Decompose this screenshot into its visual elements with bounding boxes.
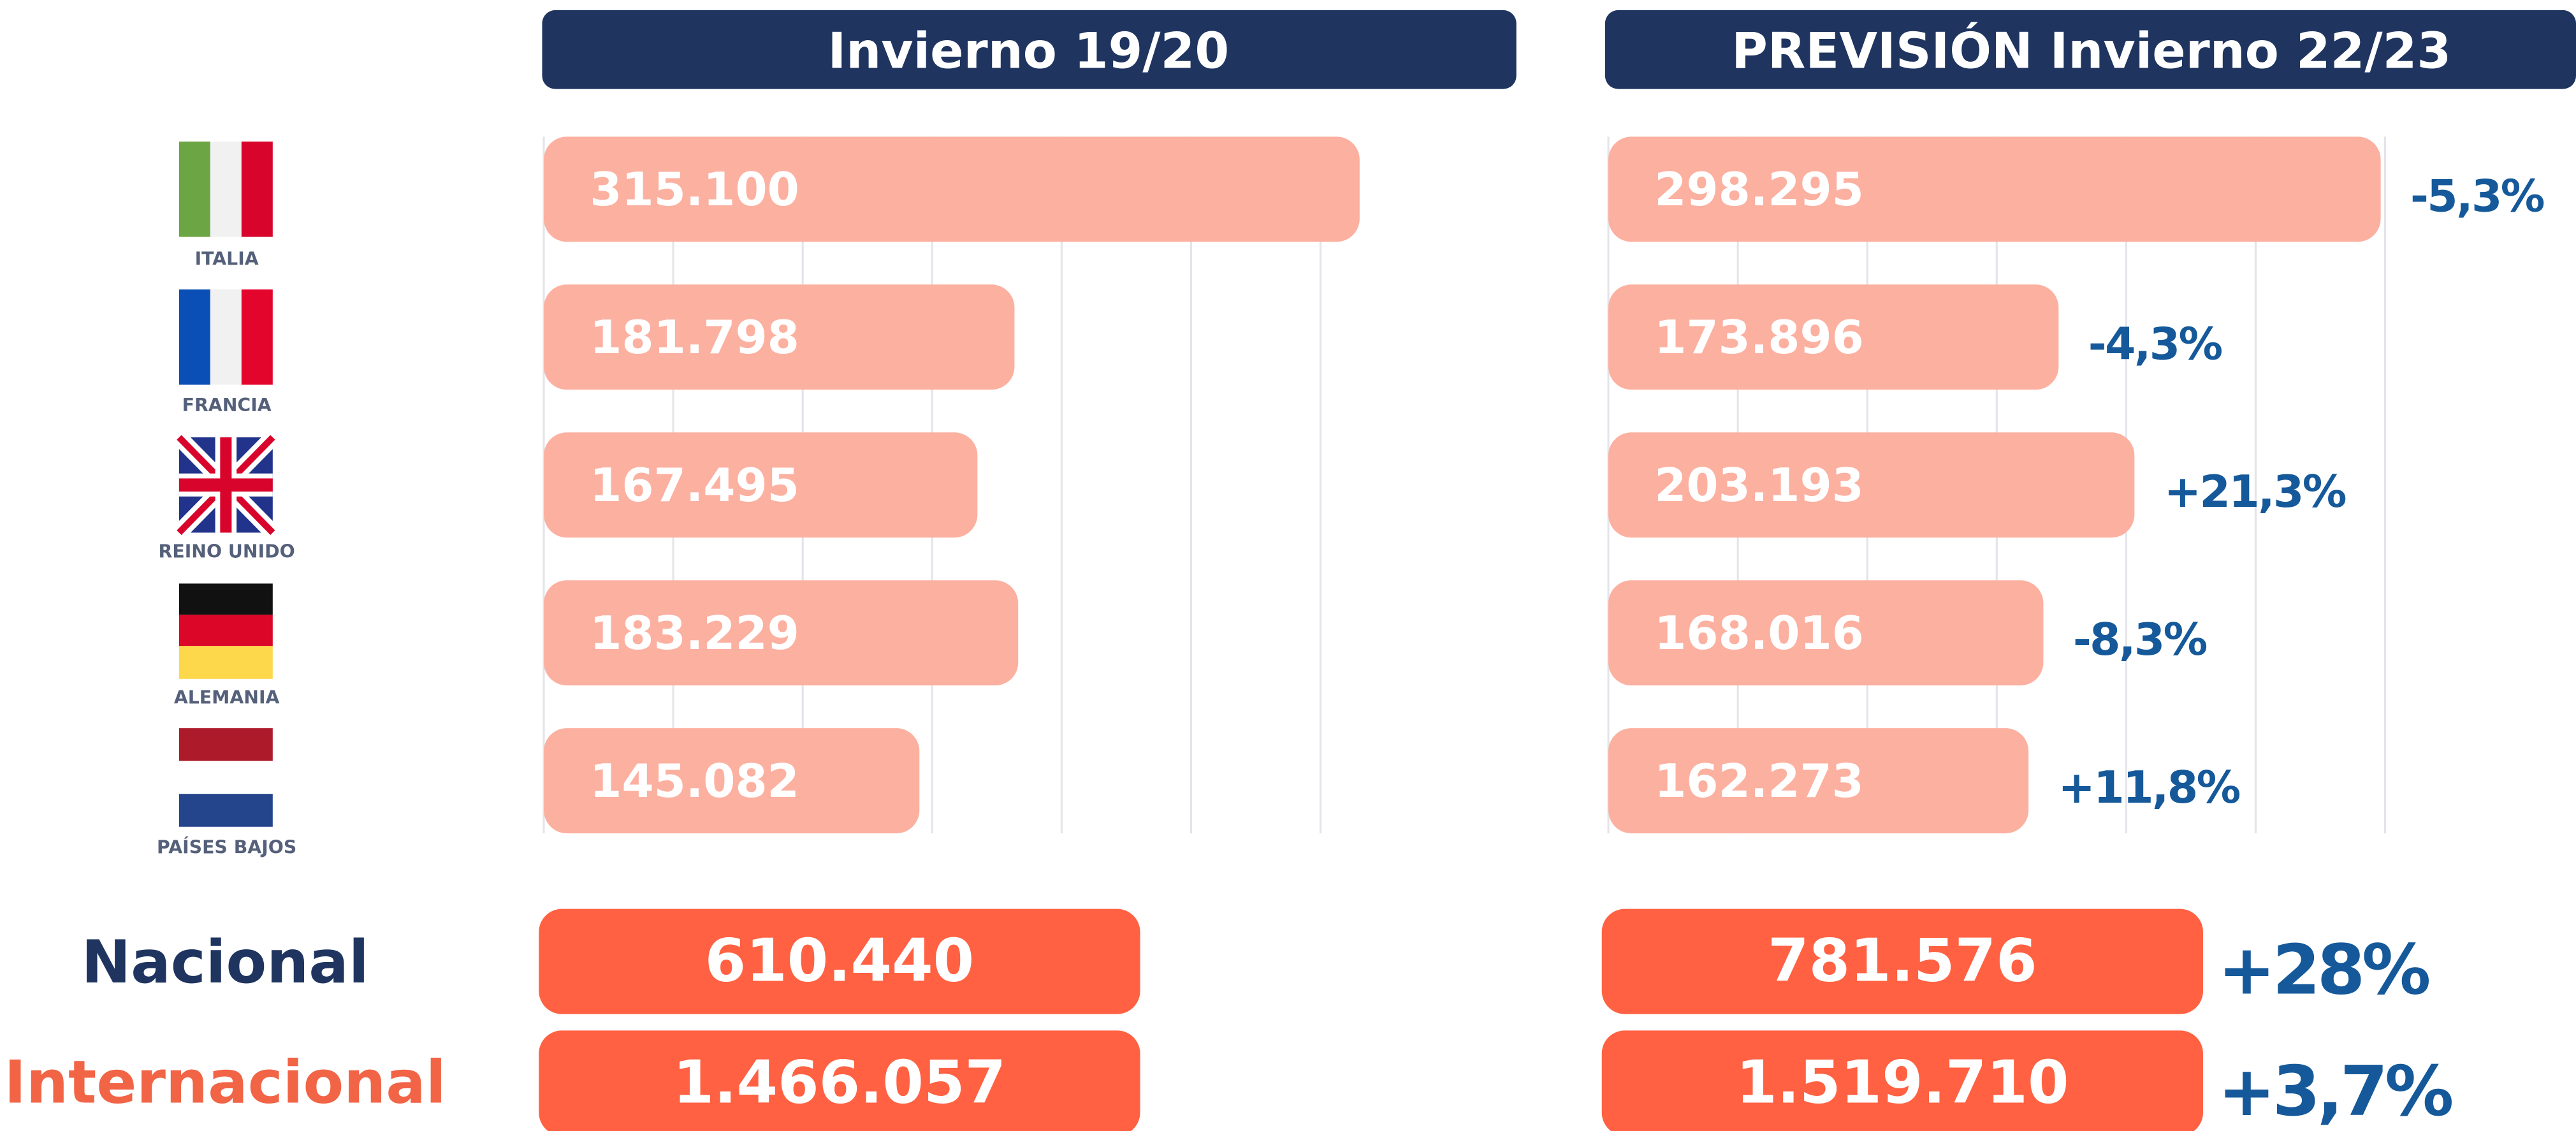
category-label: ITALIA: [195, 249, 259, 270]
flag-netherlands: [178, 728, 273, 827]
flag-uk: [173, 431, 279, 539]
bar: [544, 432, 978, 538]
bar: [544, 580, 1019, 686]
header-box: [1605, 10, 2576, 89]
total-bar: [539, 1030, 1140, 1131]
total-label: 610.440: [705, 926, 975, 995]
bar: [1608, 284, 2059, 390]
total-bar: [539, 908, 1140, 1014]
total-label: 1.466.057: [673, 1047, 1006, 1116]
total-label: 781.576: [1768, 926, 2037, 995]
change-label: -4,3%: [2088, 318, 2222, 370]
category-label: PAÍSES BAJOS: [157, 836, 296, 857]
value-label: 173.896: [1654, 311, 1864, 365]
total-category: Internacional: [4, 1047, 446, 1116]
value-label: 203.193: [1654, 459, 1864, 513]
total-change: +3,7%: [2218, 1051, 2452, 1131]
bar: [1608, 580, 2044, 686]
bar: [1608, 136, 2381, 242]
change-label: +11,8%: [2058, 762, 2240, 814]
category-label: ALEMANIA: [174, 687, 280, 708]
value-label: 181.798: [590, 311, 799, 365]
bar: [544, 728, 920, 834]
flag-italy: [178, 142, 273, 237]
total-change: +28%: [2218, 930, 2429, 1010]
value-label: 315.100: [590, 163, 799, 217]
total-category: Nacional: [81, 928, 368, 996]
total-bar: [1601, 1030, 2203, 1131]
flag-germany: [178, 583, 273, 679]
change-label: -5,3%: [2410, 170, 2544, 222]
bar: [544, 136, 1360, 242]
header-box: [542, 10, 1517, 89]
change-label: +21,3%: [2164, 466, 2346, 518]
total-bar: [1601, 908, 2203, 1014]
chart-title: PREVISIÓN Invierno 22/23: [1731, 22, 2451, 80]
value-label: 183.229: [590, 607, 799, 660]
category-label: FRANCIA: [182, 395, 272, 416]
category-label: REINO UNIDO: [159, 541, 295, 562]
flag-france: [178, 289, 273, 385]
bar: [1608, 728, 2029, 834]
value-label: 162.273: [1654, 755, 1864, 808]
value-label: 168.016: [1654, 607, 1864, 660]
bar: [1608, 432, 2135, 538]
value-label: 145.082: [590, 755, 799, 808]
chart-title: Invierno 19/20: [827, 22, 1229, 80]
bar: [544, 284, 1015, 390]
value-label: 298.295: [1654, 163, 1864, 217]
change-label: -8,3%: [2073, 614, 2207, 666]
value-label: 167.495: [590, 459, 799, 513]
total-label: 1.519.710: [1736, 1047, 2069, 1116]
